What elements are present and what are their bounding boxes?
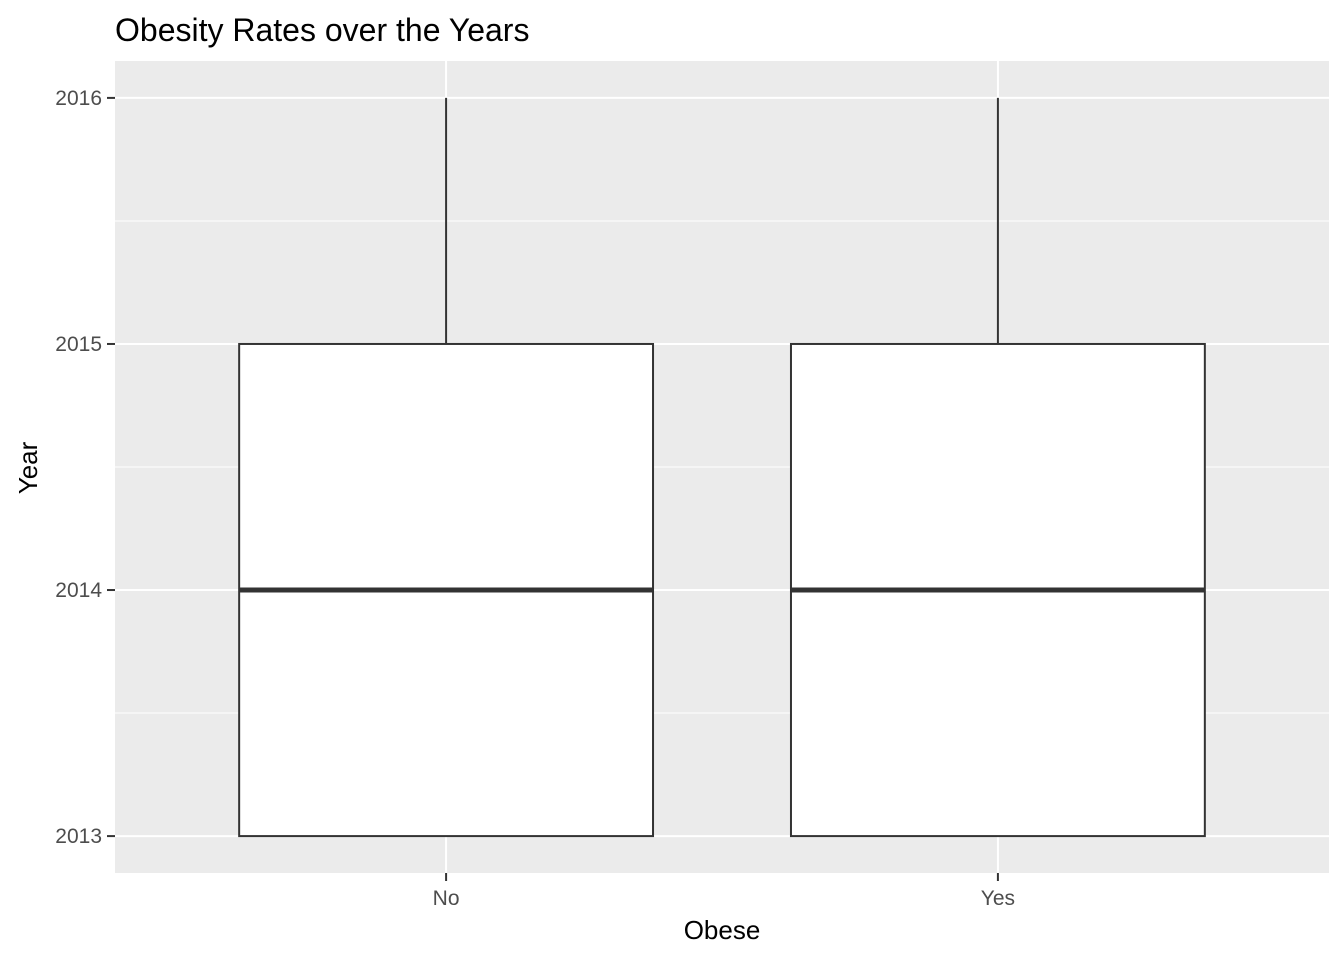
x-axis-title: Obese xyxy=(684,915,761,945)
box-no xyxy=(238,97,655,838)
y-tick-label: 2016 xyxy=(55,87,102,110)
y-tick-label: 2013 xyxy=(55,825,102,848)
x-tick-label: No xyxy=(433,887,460,910)
x-tick-label: Yes xyxy=(981,887,1015,910)
y-tick-label: 2015 xyxy=(55,333,102,356)
y-tick-label: 2014 xyxy=(55,579,102,602)
box-yes xyxy=(789,97,1206,838)
chart-title: Obesity Rates over the Years xyxy=(115,12,529,48)
x-axis-ticks: No Yes xyxy=(433,873,1015,910)
y-axis-title: Year xyxy=(13,441,43,494)
boxplot-boxes xyxy=(238,97,1206,838)
y-axis-ticks: 2013 2014 2015 2016 xyxy=(55,87,115,848)
